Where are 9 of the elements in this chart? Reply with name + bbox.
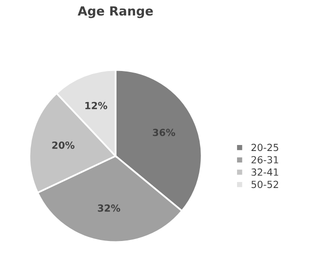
data-label: 12% [85, 102, 108, 110]
legend-label: 20-25 [252, 144, 278, 152]
data-label: 20% [52, 141, 74, 149]
chart-title: Age Range [78, 6, 153, 18]
legend-label: 26-31 [252, 156, 278, 164]
data-label: 32% [98, 204, 120, 212]
legend-label: 50-52 [252, 180, 278, 188]
legend-label: 32-41 [252, 168, 278, 176]
data-label: 36% [152, 128, 176, 136]
